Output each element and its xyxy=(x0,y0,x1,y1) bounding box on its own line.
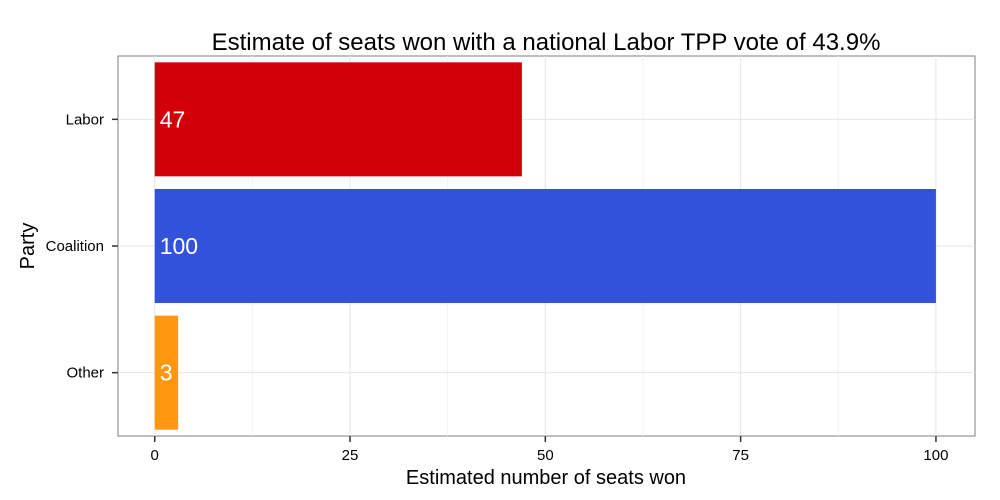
y-axis: Labor Coalition Other xyxy=(46,111,118,382)
bar-value-label-other: 3 xyxy=(160,360,173,386)
y-tick-label-other: Other xyxy=(66,365,104,382)
chart-title: Estimate of seats won with a national La… xyxy=(212,29,881,56)
y-tick-label-coalition: Coalition xyxy=(46,238,104,255)
bar-value-label-labor: 47 xyxy=(160,106,186,132)
y-tick-label-labor: Labor xyxy=(66,111,104,128)
x-tick-label: 50 xyxy=(537,447,554,464)
bar-value-label-coalition: 100 xyxy=(160,233,198,259)
bar-coalition xyxy=(154,189,936,303)
x-tick-label: 25 xyxy=(342,447,359,464)
x-axis: 0 25 50 75 100 xyxy=(151,436,948,464)
y-axis-title: Party xyxy=(17,223,39,270)
x-tick-label: 0 xyxy=(151,447,159,464)
bar-other xyxy=(154,315,179,430)
x-axis-title: Estimated number of seats won xyxy=(406,467,686,489)
bar-labor xyxy=(154,62,522,177)
bars-group: 47 100 3 xyxy=(154,62,936,430)
x-tick-label: 75 xyxy=(732,447,749,464)
x-tick-label: 100 xyxy=(923,447,948,464)
